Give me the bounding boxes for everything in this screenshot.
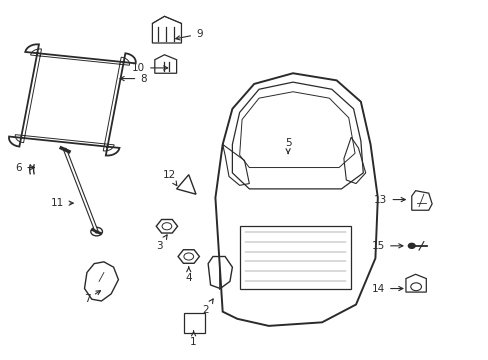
Text: 10: 10 xyxy=(132,63,167,73)
Text: 9: 9 xyxy=(175,29,202,40)
Text: 5: 5 xyxy=(284,138,291,153)
Text: 13: 13 xyxy=(373,194,405,204)
Text: 6: 6 xyxy=(16,163,34,172)
Circle shape xyxy=(407,243,414,248)
Text: 12: 12 xyxy=(163,170,177,186)
Text: 8: 8 xyxy=(120,73,146,84)
Text: 1: 1 xyxy=(190,331,197,347)
Text: 14: 14 xyxy=(371,284,402,293)
Text: 3: 3 xyxy=(156,235,167,251)
Text: 4: 4 xyxy=(185,267,192,283)
Text: 15: 15 xyxy=(371,241,402,251)
Text: 7: 7 xyxy=(83,291,101,304)
Text: 2: 2 xyxy=(202,299,213,315)
Text: 11: 11 xyxy=(51,198,73,208)
